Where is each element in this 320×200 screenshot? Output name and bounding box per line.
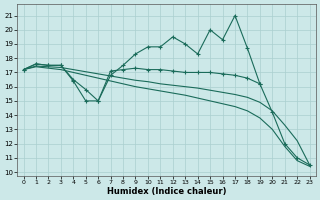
X-axis label: Humidex (Indice chaleur): Humidex (Indice chaleur) [107,187,226,196]
